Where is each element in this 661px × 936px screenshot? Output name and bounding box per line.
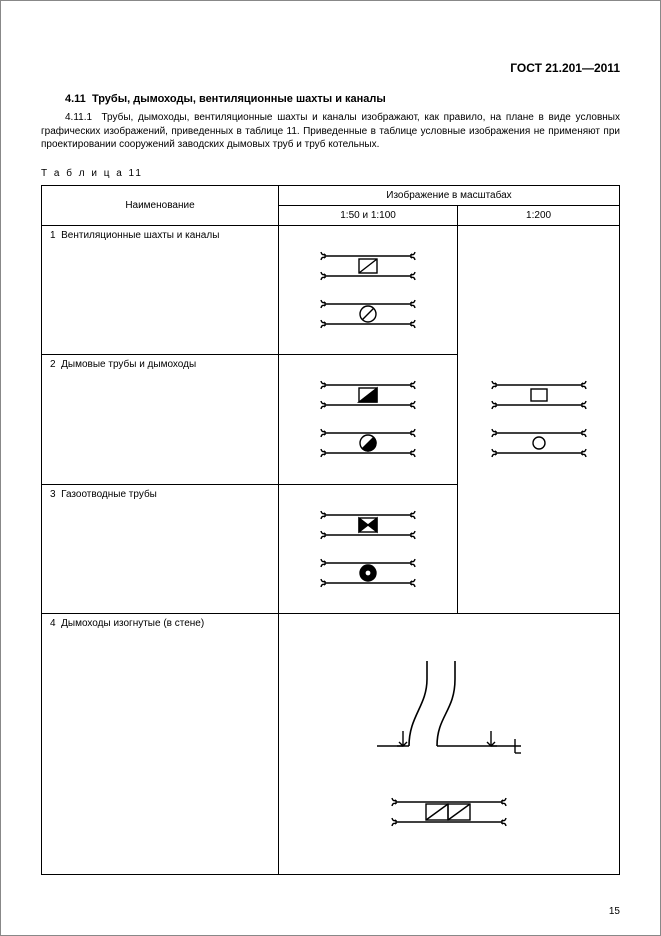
header-scales: Изображение в масштабах	[278, 185, 619, 205]
double-slashed-square-icon	[390, 797, 508, 827]
page: ГОСТ 21.201—2011 4.11 Трубы, дымоходы, в…	[0, 0, 661, 936]
row-label: 4 Дымоходы изогнутые (в стене)	[42, 614, 279, 875]
table-caption: Т а б л и ц а 11	[41, 168, 620, 179]
row-num: 3	[50, 489, 56, 500]
symbol-cell	[278, 225, 457, 355]
section-title: Трубы, дымоходы, вентиляционные шахты и …	[92, 93, 386, 105]
document-id: ГОСТ 21.201—2011	[41, 61, 620, 75]
scale200-circle-icon	[490, 428, 588, 458]
row-num: 4	[50, 618, 56, 629]
symbol-cell	[278, 355, 457, 485]
row-num: 2	[50, 359, 56, 370]
section-number: 4.11	[65, 93, 86, 105]
paragraph: 4.11.1 Трубы, дымоходы, вентиляционные ш…	[41, 111, 620, 152]
vent-shaft-square-icon	[319, 251, 417, 281]
row-text: Газоотводные трубы	[61, 489, 157, 500]
row-label: 2 Дымовые трубы и дымоходы	[42, 355, 279, 485]
symbols-table: Наименование Изображение в масштабах 1:5…	[41, 185, 620, 875]
para-number: 4.11.1	[65, 112, 92, 123]
header-name: Наименование	[42, 185, 279, 225]
header-scale-b: 1:200	[458, 205, 620, 225]
row-num: 1	[50, 230, 56, 241]
curved-flue-icon	[369, 661, 529, 771]
symbol-cell	[278, 484, 457, 614]
smoke-pipe-circle-icon	[319, 428, 417, 458]
symbol-cell-200	[458, 225, 620, 614]
table-row: 4 Дымоходы изогнутые (в стене)	[42, 614, 620, 875]
row-label: 1 Вентиляционные шахты и каналы	[42, 225, 279, 355]
row-text: Дымовые трубы и дымоходы	[61, 359, 196, 370]
page-number: 15	[609, 906, 620, 917]
table-row: 1 Вентиляционные шахты и каналы	[42, 225, 620, 355]
para-text: Трубы, дымоходы, вентиляционные шахты и …	[41, 112, 620, 150]
header-scale-a: 1:50 и 1:100	[278, 205, 457, 225]
gas-pipe-square-icon	[319, 510, 417, 540]
row-text: Вентиляционные шахты и каналы	[61, 230, 219, 241]
row-label: 3 Газоотводные трубы	[42, 484, 279, 614]
row-text: Дымоходы изогнутые (в стене)	[61, 618, 204, 629]
gas-pipe-circle-icon	[319, 558, 417, 588]
scale200-square-icon	[490, 380, 588, 410]
symbol-cell-wide	[278, 614, 619, 875]
section-heading: 4.11 Трубы, дымоходы, вентиляционные шах…	[41, 93, 620, 105]
vent-shaft-circle-icon	[319, 299, 417, 329]
smoke-pipe-square-icon	[319, 380, 417, 410]
